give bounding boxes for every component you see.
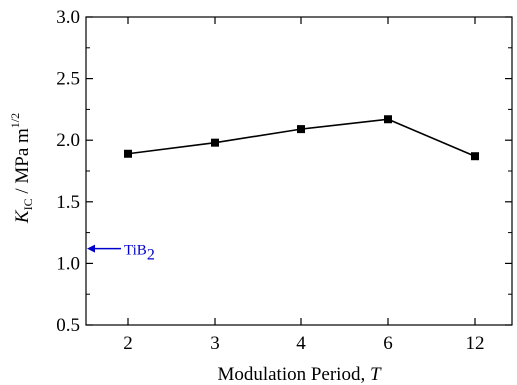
y-tick-label: 1.0: [56, 253, 80, 274]
y-tick-label: 2.5: [56, 69, 80, 90]
y-tick-label: 2.0: [56, 130, 80, 151]
plot-frame: [85, 16, 513, 326]
y-tick-label: 1.5: [56, 192, 80, 213]
data-point: [471, 152, 479, 161]
y-axis-ticks: 0.5 1.0 1.5 2.0 2.5 3.0: [56, 7, 512, 336]
data-point: [297, 125, 305, 134]
x-tick-label: 4: [296, 333, 306, 354]
y-tick-label: 3.0: [56, 7, 80, 28]
data-point: [384, 115, 392, 124]
x-tick-label: 2: [123, 333, 133, 354]
annotation-subscript: 2: [147, 247, 155, 264]
y-axis-title: KIC / MPa m1/2: [8, 113, 35, 224]
y-tick-label: 0.5: [56, 315, 80, 336]
annotation-arrow-head: [87, 244, 95, 253]
annotation-text: TiB: [124, 243, 147, 259]
series-group: [124, 115, 479, 161]
x-tick-label: 6: [383, 333, 393, 354]
x-tick-label: 12: [466, 333, 485, 354]
x-tick-label: 3: [210, 333, 220, 354]
series-line: [127, 118, 476, 157]
annotation-group: TiB2: [87, 243, 155, 264]
data-point: [124, 149, 132, 158]
x-axis-title: Modulation Period, T: [217, 364, 382, 385]
data-point: [211, 138, 219, 147]
x-axis-ticks: 2 3 4 6 12: [123, 17, 485, 354]
annotation-label: TiB2: [124, 243, 155, 264]
